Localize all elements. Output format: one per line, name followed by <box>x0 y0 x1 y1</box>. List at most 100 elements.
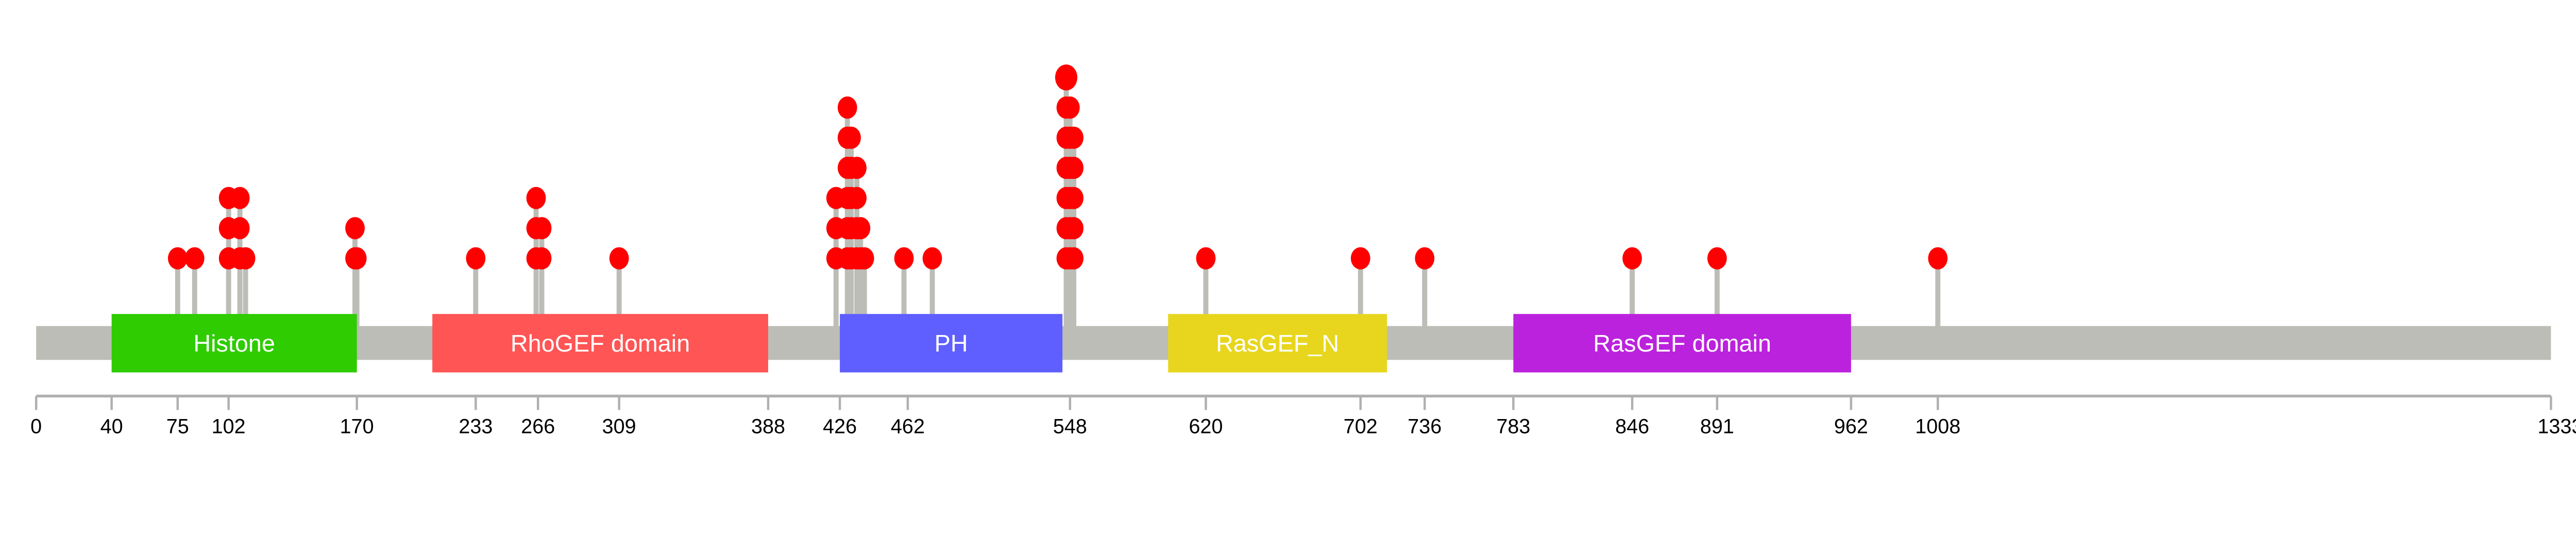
tick-label: 75 <box>166 415 189 438</box>
mutation-point[interactable] <box>230 217 250 240</box>
mutation-stick <box>539 228 545 326</box>
domain-box <box>111 314 357 373</box>
mutation-point[interactable] <box>1350 247 1370 270</box>
mutation-point[interactable] <box>609 247 629 270</box>
mutation-stick <box>354 258 360 326</box>
tick-label: 233 <box>459 415 493 438</box>
tick-label: 266 <box>521 415 555 438</box>
mutation-stick <box>473 258 479 326</box>
domains: Histone RhoGEF domain PH RasGEF_N RasGEF dom… <box>111 314 1851 373</box>
mutation-point[interactable] <box>1064 157 1084 179</box>
axis-tick <box>35 396 38 410</box>
tick-label: 1008 <box>1915 415 1960 438</box>
axis-tick <box>1716 396 1719 410</box>
mutation-stick <box>1067 107 1073 326</box>
mutation-point[interactable] <box>1064 217 1084 240</box>
axis-tick <box>838 396 841 410</box>
mutation-point[interactable] <box>532 217 552 240</box>
mutation-point[interactable] <box>837 96 857 119</box>
mutation-stick <box>929 258 935 326</box>
axis-tick <box>227 396 230 410</box>
mutation-stick <box>175 258 180 326</box>
lollipop-plot: Histone RhoGEF domain PH RasGEF_N RasGEF dom… <box>30 64 2576 438</box>
mutation-point[interactable] <box>526 187 546 209</box>
domain-label: RasGEF_N <box>1216 330 1339 357</box>
mutation-point[interactable] <box>847 157 867 179</box>
axis-tick <box>110 396 113 410</box>
tick-label: 426 <box>823 415 857 438</box>
mutation-stick <box>1714 258 1720 326</box>
domain-rasgef-domain[interactable]: RasGEF domain <box>1513 314 1851 373</box>
mutation-point[interactable] <box>347 247 367 270</box>
mutation-stick <box>858 228 863 326</box>
position-axis: 0 40 75 102 170 233 266 309 388 426 462 548 620 702 73… <box>30 394 2576 438</box>
axis-tick <box>767 396 770 410</box>
tick-label: 548 <box>1053 415 1087 438</box>
mutation-point[interactable] <box>1928 247 1948 270</box>
mutation-point[interactable] <box>1707 247 1727 270</box>
tick-label: 462 <box>891 415 925 438</box>
axis-tick <box>2550 396 2552 410</box>
mutation-point[interactable] <box>894 247 914 270</box>
mutation-stick <box>192 258 197 326</box>
axis-tick <box>1850 396 1853 410</box>
mutation-point[interactable] <box>466 247 486 270</box>
axis-tick <box>1069 396 1072 410</box>
tick-label: 891 <box>1700 415 1734 438</box>
tick-label: 620 <box>1189 415 1223 438</box>
axis-tick <box>1205 396 1207 410</box>
tick-label: 40 <box>100 415 123 438</box>
mutation-point[interactable] <box>345 217 365 240</box>
mutation-point[interactable] <box>230 187 250 209</box>
domain-ph[interactable]: PH <box>840 314 1063 373</box>
mutation-stick <box>1358 258 1363 326</box>
domain-histone[interactable]: Histone <box>111 314 357 373</box>
axis-tick <box>355 396 358 410</box>
domain-box <box>840 314 1063 373</box>
tick-label: 736 <box>1408 415 1442 438</box>
tick-label: 102 <box>212 415 246 438</box>
mutation-point[interactable] <box>1064 126 1084 149</box>
mutation-point[interactable] <box>922 247 942 270</box>
mutation-point[interactable] <box>847 187 867 209</box>
domain-label: Histone <box>193 330 275 357</box>
mutation-point[interactable] <box>854 247 874 270</box>
tick-label: 388 <box>751 415 785 438</box>
mutation-stick <box>1422 258 1428 326</box>
mutation-point[interactable] <box>1055 64 1078 91</box>
axis-tick <box>1937 396 1939 410</box>
mutation-stick <box>1935 258 1941 326</box>
mutation-point[interactable] <box>841 126 861 149</box>
axis-tick <box>1631 396 1634 410</box>
domain-rhogef-domain[interactable]: RhoGEF domain <box>432 314 768 373</box>
mutation-point[interactable] <box>851 217 871 240</box>
mutation-stick <box>854 168 860 326</box>
domain-rasgef-n[interactable]: RasGEF_N <box>1168 314 1387 373</box>
axis-tick <box>1512 396 1515 410</box>
domain-box <box>1513 314 1851 373</box>
mutation-point[interactable] <box>1196 247 1216 270</box>
axis-line <box>36 394 2551 398</box>
mutation-point[interactable] <box>235 247 256 270</box>
tick-label: 702 <box>1344 415 1378 438</box>
mutation-point[interactable] <box>184 247 205 270</box>
domain-label: RhoGEF domain <box>511 330 690 357</box>
axis-tick <box>906 396 909 410</box>
mutation-point[interactable] <box>1064 247 1084 270</box>
mutation-point[interactable] <box>1415 247 1435 270</box>
mutation-stick <box>901 258 907 326</box>
mutation-point[interactable] <box>532 247 552 270</box>
tick-label: 0 <box>30 415 42 438</box>
mutation-point[interactable] <box>1064 187 1084 209</box>
mutation-stick <box>243 258 248 326</box>
mutation-stick <box>616 258 622 326</box>
axis-tick <box>536 396 539 410</box>
domain-label: RasGEF domain <box>1593 330 1771 357</box>
tick-label: 1333 <box>2537 415 2576 438</box>
axis-tick <box>1359 396 1362 410</box>
tick-label: 962 <box>1834 415 1868 438</box>
axis-tick <box>474 396 477 410</box>
mutation-point[interactable] <box>167 247 188 270</box>
mutation-point[interactable] <box>1060 96 1080 119</box>
mutation-point[interactable] <box>1622 247 1642 270</box>
